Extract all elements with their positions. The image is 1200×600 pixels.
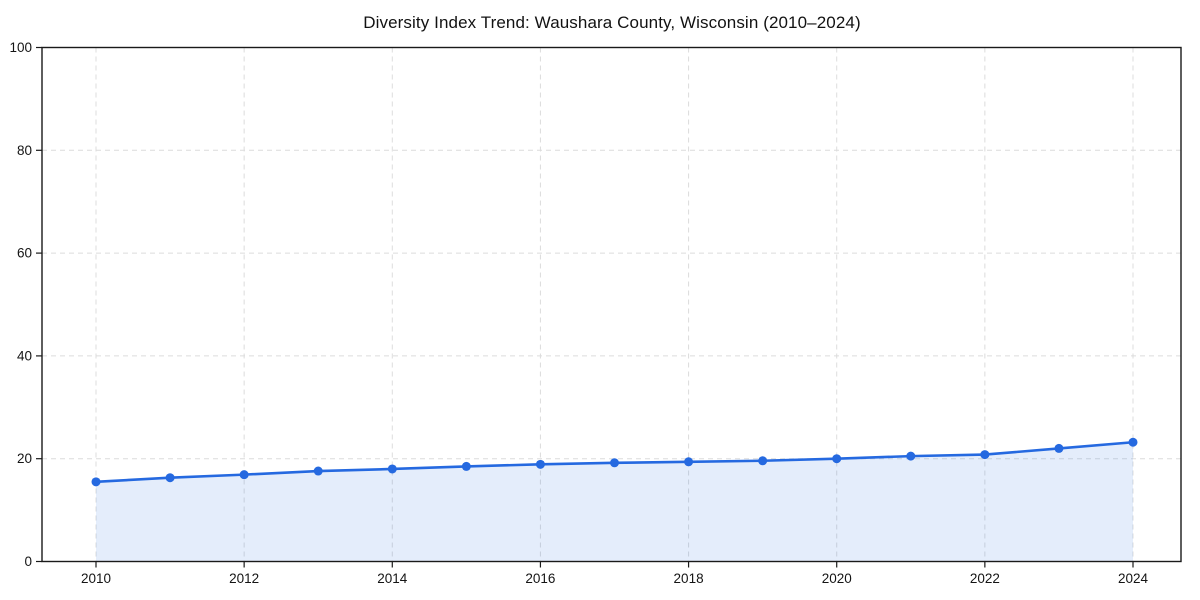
x-tick-label: 2020 [822,571,852,586]
y-tick-label: 40 [17,348,32,363]
data-point-marker [165,473,175,483]
y-tick-label: 60 [17,246,32,261]
y-tick-label: 80 [17,143,32,158]
data-point-marker [239,470,249,480]
data-point-marker [1054,443,1064,453]
plot-frame [41,46,1182,563]
data-point-marker [610,458,619,468]
chart-title: Diversity Index Trend: Waushara County, … [363,13,861,32]
x-tick-label: 2012 [229,571,259,586]
x-tick-label: 2014 [377,571,408,586]
data-point-marker [906,451,916,461]
data-point-marker [461,461,471,471]
y-tick-label: 0 [24,554,32,569]
y-tick-label: 20 [17,451,32,466]
x-tick-label: 2010 [81,571,111,586]
x-tick-label: 2018 [674,571,704,586]
x-tick-label: 2022 [970,571,1000,586]
data-point-marker [758,456,768,466]
data-point-marker [91,477,101,487]
data-point-marker [1128,437,1138,447]
data-point-marker [387,464,397,474]
data-point-marker [313,466,323,476]
data-point-marker [980,450,990,460]
series-area [96,442,1133,562]
x-tick-label: 2024 [1118,571,1149,586]
data-point-marker [832,454,842,464]
data-point-marker [684,457,694,467]
data-point-marker [535,459,545,469]
x-tick-label: 2016 [525,571,555,586]
y-tick-label: 100 [9,40,32,55]
